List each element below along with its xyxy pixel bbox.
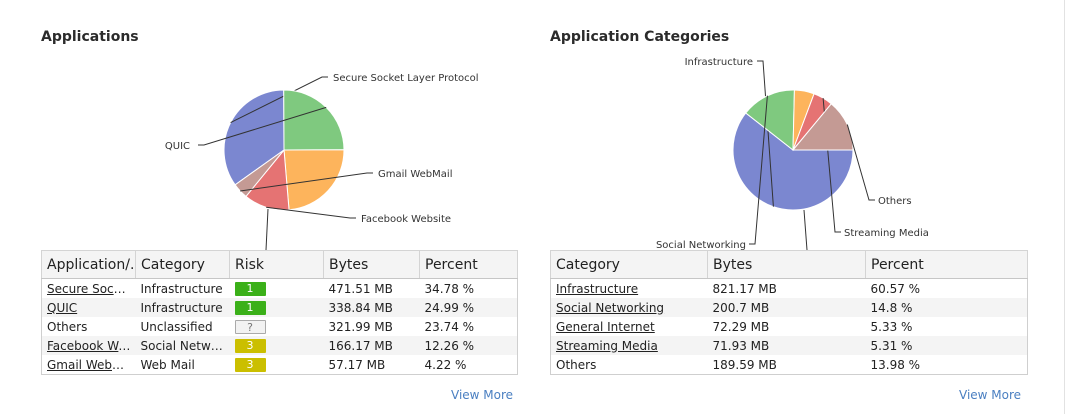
percent-cell: 60.57 % xyxy=(870,281,921,296)
pie-label: Gmail WebMail xyxy=(378,169,452,180)
pie-label-line xyxy=(230,76,328,124)
applications-table: Application/.. Category Risk Bytes Perce… xyxy=(41,250,518,375)
pie-label-line xyxy=(846,124,875,201)
bytes-cell: 189.59 MB xyxy=(712,357,777,372)
pie-slice-others[interactable] xyxy=(791,103,854,151)
pie-label-line xyxy=(266,206,356,219)
percent-cell: 5.31 % xyxy=(865,336,1028,355)
categories-panel: Application Categories Infrastructure Soc… xyxy=(530,0,1064,414)
category-cell: Infrastructure xyxy=(135,298,230,317)
applications-pie-chart: Secure Socket Layer Protocol QUIC Facebook… xyxy=(165,73,479,251)
percent-cell: 23.74 % xyxy=(424,319,475,334)
table-row: Infrastructure 821.17 MB 60.57 % xyxy=(551,279,1028,299)
category-link[interactable]: Social Networking xyxy=(556,300,665,315)
table-row: Secure Socket.. Infrastructure 1 471.51 … xyxy=(42,279,518,299)
category-cell: Social Networ... xyxy=(135,336,230,355)
col-category[interactable]: Category xyxy=(135,250,230,279)
table-row: Others Unclassified ? 321.99 MB 23.74 % xyxy=(42,317,518,336)
percent-cell: 5.33 % xyxy=(870,319,913,334)
application-cell: Others xyxy=(47,319,88,334)
table-row: Social Networking 200.7 MB 14.8 % xyxy=(550,298,1028,317)
risk-badge: 3 xyxy=(234,357,266,372)
table-row: Gmail WebMail Web Mail 3 57.17 MB 4.22 % xyxy=(42,355,518,375)
pie-label: Streaming Media xyxy=(844,228,929,239)
pie-label-line xyxy=(757,60,774,207)
category-cell: Web Mail xyxy=(140,357,195,372)
table-row: General Internet 72.29 MB 5.33 % xyxy=(551,317,1028,336)
percent-cell: 24.99 % xyxy=(419,298,518,317)
bytes-cell: 338.84 MB xyxy=(323,298,420,317)
col-percent[interactable]: Percent xyxy=(419,250,518,279)
categories-view-more-link[interactable]: View More xyxy=(959,388,1022,402)
category-link[interactable]: Infrastructure xyxy=(556,281,639,296)
pie-label-line xyxy=(749,95,768,245)
categories-table: Category Bytes Percent Infrastructure 82… xyxy=(550,250,1028,375)
percent-cell: 34.78 % xyxy=(424,281,475,296)
bytes-cell: 471.51 MB xyxy=(328,281,393,296)
col-percent[interactable]: Percent xyxy=(865,250,1028,279)
pie-label: QUIC xyxy=(165,141,190,152)
categories-header-row: Category Bytes Percent xyxy=(550,250,1028,279)
bytes-cell: 166.17 MB xyxy=(323,336,420,355)
pie-label: Secure Socket Layer Protocol xyxy=(333,73,479,84)
applications-view-more-link[interactable]: View More xyxy=(451,388,514,402)
pie-slice-quic[interactable] xyxy=(283,89,345,151)
col-category[interactable]: Category xyxy=(550,250,708,279)
risk-badge: ? xyxy=(234,319,266,334)
application-link[interactable]: Secure Socket.. xyxy=(47,281,136,296)
pie-slice-gmail-webmail[interactable] xyxy=(234,149,285,198)
pie-label: Others xyxy=(878,196,912,207)
bytes-cell: 71.93 MB xyxy=(707,336,866,355)
application-link[interactable]: QUIC xyxy=(47,300,78,315)
right-border xyxy=(1064,0,1065,414)
pie-label-line xyxy=(803,209,808,251)
bytes-cell: 200.7 MB xyxy=(707,298,866,317)
col-application[interactable]: Application/.. xyxy=(41,250,136,279)
pie-label-line xyxy=(198,106,327,146)
table-row: Others 189.59 MB 13.98 % xyxy=(551,355,1028,375)
risk-badge: 3 xyxy=(234,338,266,353)
bytes-cell: 821.17 MB xyxy=(712,281,777,296)
col-bytes[interactable]: Bytes xyxy=(323,250,420,279)
pie-label: Facebook Website xyxy=(361,214,451,225)
category-link[interactable]: Streaming Media xyxy=(556,338,658,353)
bytes-cell: 321.99 MB xyxy=(328,319,393,334)
percent-cell: 13.98 % xyxy=(870,357,921,372)
category-cell: Unclassified xyxy=(140,319,213,334)
application-link[interactable]: Gmail WebMail xyxy=(47,357,136,372)
risk-badge: 1 xyxy=(234,281,266,296)
applications-panel: Applications Secure Socket Layer Protoco… xyxy=(0,0,530,414)
col-bytes[interactable]: Bytes xyxy=(707,250,866,279)
pie-label: Social Networking xyxy=(656,240,746,251)
pie-label: Infrastructure xyxy=(685,57,753,68)
percent-cell: 12.26 % xyxy=(419,336,518,355)
table-row: Facebook Web.. Social Networ... 3 166.17… xyxy=(41,336,518,355)
application-link[interactable]: Facebook Web.. xyxy=(47,338,136,353)
category-cell: Others xyxy=(556,357,597,372)
risk-badge: 1 xyxy=(234,300,266,315)
col-risk[interactable]: Risk xyxy=(229,250,324,279)
bytes-cell: 72.29 MB xyxy=(712,319,770,334)
applications-header-row: Application/.. Category Risk Bytes Perce… xyxy=(41,250,518,279)
pie-slice-others[interactable] xyxy=(283,149,345,211)
category-cell: Infrastructure xyxy=(140,281,223,296)
percent-cell: 14.8 % xyxy=(865,298,1028,317)
table-row: QUIC Infrastructure 1 338.84 MB 24.99 % xyxy=(41,298,518,317)
table-row: Streaming Media 71.93 MB 5.31 % xyxy=(550,336,1028,355)
pie-label-line xyxy=(240,172,373,192)
category-link[interactable]: General Internet xyxy=(556,319,655,334)
percent-cell: 4.22 % xyxy=(424,357,467,372)
categories-pie-chart: Infrastructure Social Networking Streaming… xyxy=(656,57,929,251)
pie-slice-infrastructure[interactable] xyxy=(732,112,854,211)
bytes-cell: 57.17 MB xyxy=(328,357,386,372)
pie-label-line xyxy=(265,208,269,251)
categories-title: Application Categories xyxy=(550,29,730,45)
applications-title: Applications xyxy=(41,29,139,45)
